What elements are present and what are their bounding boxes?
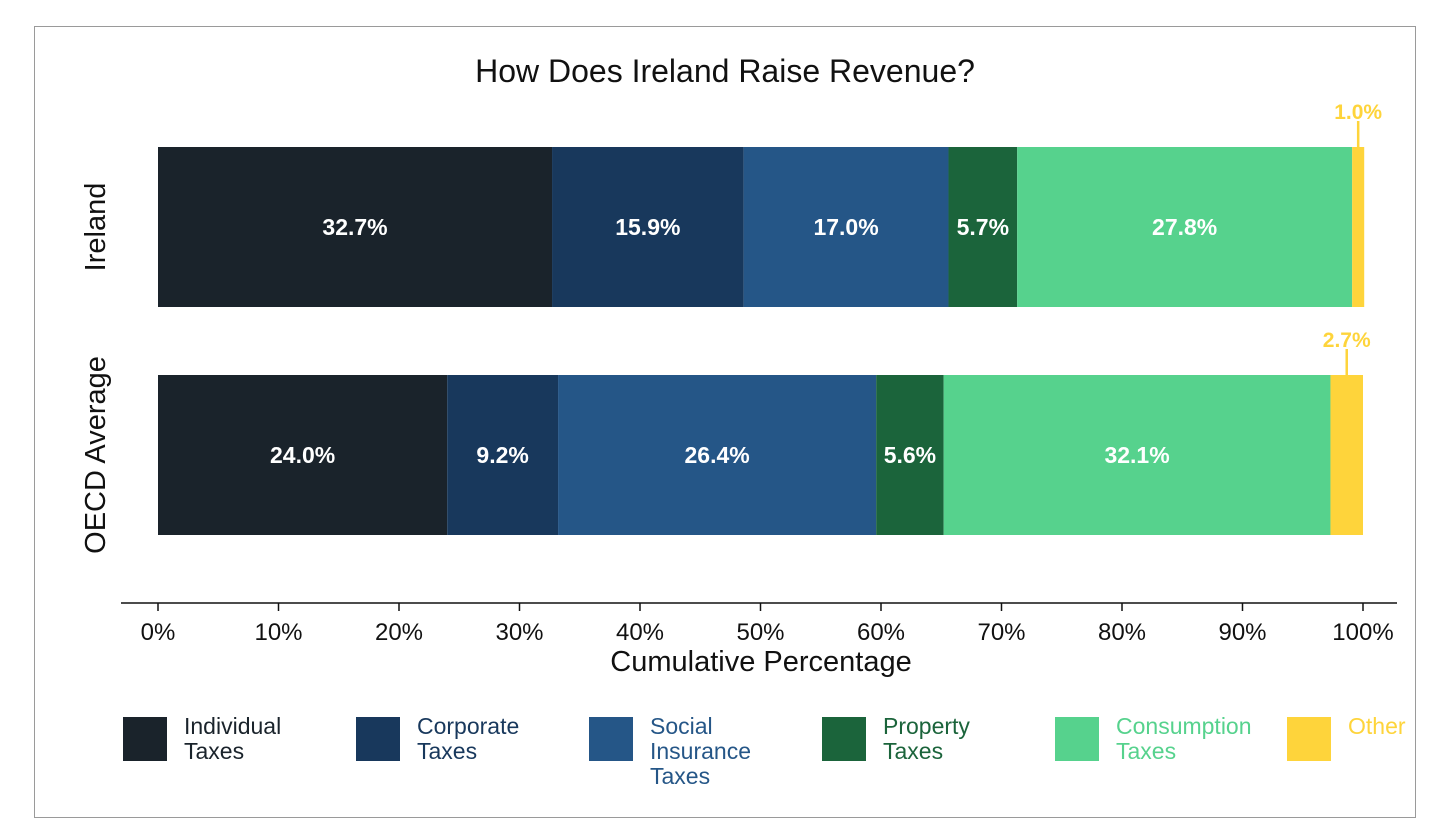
- legend-swatch: [589, 717, 633, 761]
- bar-segment: [158, 375, 448, 535]
- legend-label: Social Insurance Taxes: [650, 713, 751, 789]
- category-label: OECD Average: [80, 356, 112, 554]
- bar-segment: [1352, 147, 1365, 307]
- category-label: Ireland: [80, 183, 112, 272]
- legend-label: Consumption Taxes: [1116, 713, 1252, 764]
- chart-frame: How Does Ireland Raise Revenue? 32.7% 15.…: [34, 26, 1416, 818]
- bars-group: 32.7% 15.9% 17.0% 5.7% 27.8% 24.0% 9.2% 26.4% 5.…: [158, 147, 1365, 535]
- x-tick-label: 10%: [254, 619, 302, 646]
- legend-item: Individual Taxes: [123, 713, 281, 764]
- x-tick-label: 70%: [977, 619, 1025, 646]
- bar-segment: [447, 375, 559, 535]
- bar-data-label: 27.8%: [1152, 214, 1217, 240]
- category-labels: Ireland OECD Average: [80, 183, 112, 554]
- bar-data-label: 9.2%: [476, 442, 528, 468]
- legend-swatch: [123, 717, 167, 761]
- legend-swatch: [1055, 717, 1099, 761]
- bar-segment: [876, 375, 944, 535]
- x-tick-label: 0%: [141, 619, 176, 646]
- legend-label: Property Taxes: [883, 713, 970, 764]
- x-tick-label: 80%: [1098, 619, 1146, 646]
- bar-data-label: 32.7%: [322, 214, 387, 240]
- bar-data-label: 32.1%: [1104, 442, 1169, 468]
- legend-label: Individual Taxes: [184, 713, 281, 764]
- legend-swatch: [822, 717, 866, 761]
- bar-data-label: 26.4%: [685, 442, 750, 468]
- bar-data-label: 5.6%: [884, 442, 936, 468]
- x-axis: 0% 10% 20% 30% 40% 50% 60% 70% 80% 90% 100%: [121, 602, 1397, 646]
- legend-item: Other: [1287, 713, 1406, 761]
- bar-segment: [1017, 147, 1353, 307]
- bar-segment: [552, 147, 744, 307]
- bar-data-label: 5.7%: [957, 214, 1009, 240]
- legend-item: Social Insurance Taxes: [589, 713, 751, 789]
- bar-segment: [558, 375, 877, 535]
- bar-data-label: 24.0%: [270, 442, 335, 468]
- bar-segment: [158, 147, 553, 307]
- x-tick-label: 20%: [375, 619, 423, 646]
- legend: Individual Taxes Corporate Taxes Social Insur…: [123, 713, 1406, 789]
- bar-data-label: 15.9%: [615, 214, 680, 240]
- bar-segment: [1330, 375, 1363, 535]
- x-tick-label: 90%: [1218, 619, 1266, 646]
- legend-swatch: [356, 717, 400, 761]
- legend-label: Other: [1348, 713, 1406, 739]
- chart-title: How Does Ireland Raise Revenue?: [475, 53, 975, 89]
- callout-data-label: 1.0%: [1334, 101, 1382, 124]
- legend-label: Corporate Taxes: [417, 713, 519, 764]
- legend-item: Property Taxes: [822, 713, 970, 764]
- x-tick-label: 50%: [736, 619, 784, 646]
- bar-segment: [943, 375, 1331, 535]
- x-tick-label: 100%: [1332, 619, 1393, 646]
- x-tick-label: 60%: [857, 619, 905, 646]
- bar-segment: [948, 147, 1018, 307]
- x-axis-label: Cumulative Percentage: [610, 646, 911, 678]
- callouts-group: 1.0% 2.7%: [1323, 101, 1382, 375]
- stacked-bar-chart: How Does Ireland Raise Revenue? 32.7% 15.…: [80, 53, 1406, 789]
- x-tick-label: 40%: [616, 619, 664, 646]
- bar-segment: [743, 147, 949, 307]
- legend-item: Corporate Taxes: [356, 713, 519, 764]
- callout-data-label: 2.7%: [1323, 329, 1371, 352]
- legend-item: Consumption Taxes: [1055, 713, 1252, 764]
- bar-data-label: 17.0%: [813, 214, 878, 240]
- x-tick-label: 30%: [495, 619, 543, 646]
- legend-swatch: [1287, 717, 1331, 761]
